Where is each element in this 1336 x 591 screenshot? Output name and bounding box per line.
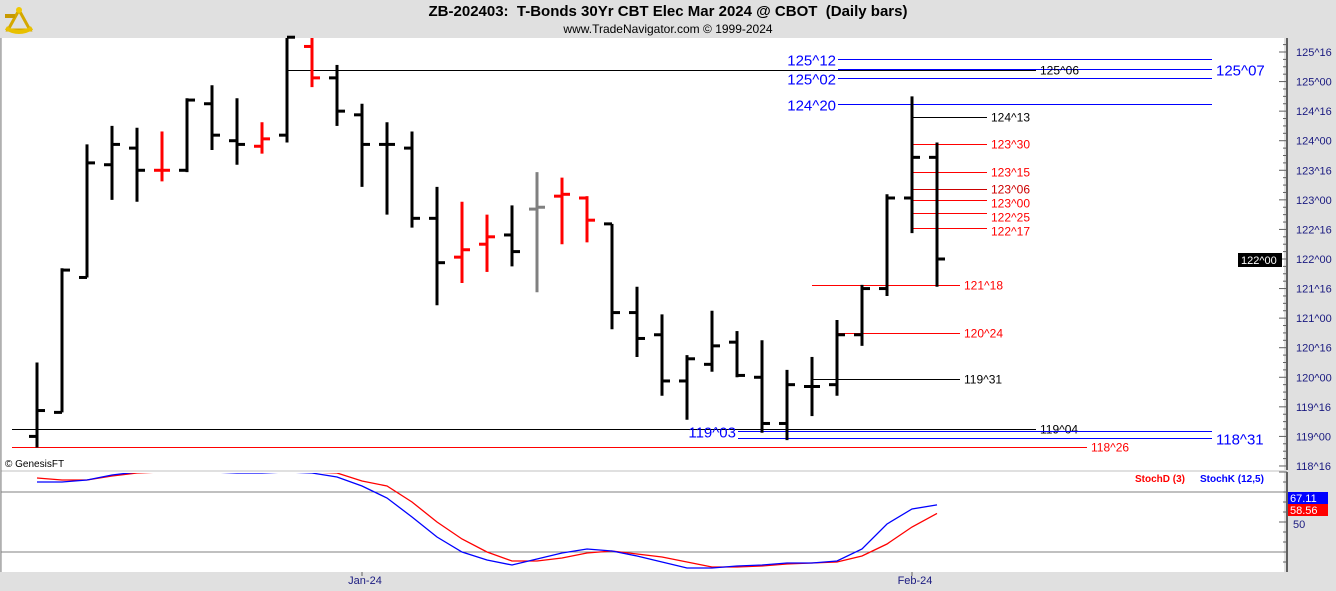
copyright-label: © GenesisFT bbox=[5, 459, 64, 470]
price-tick-label: 121^16 bbox=[1296, 284, 1332, 296]
price-level-label: 119^31 bbox=[964, 373, 1002, 387]
price-tick-label: 124^00 bbox=[1296, 136, 1332, 148]
ohlc-bar bbox=[929, 142, 945, 287]
ohlc-bar bbox=[154, 131, 170, 182]
price-level-label: 125^06 bbox=[1040, 64, 1079, 78]
ohlc-bar bbox=[229, 98, 245, 165]
legend-stoch-d: StochD (3) bbox=[1135, 474, 1185, 485]
price-tick-label: 125^16 bbox=[1296, 47, 1332, 59]
date-tick-label: Jan-24 bbox=[348, 575, 382, 587]
price-tick-label: 119^16 bbox=[1296, 402, 1331, 414]
price-tick-label: 122^16 bbox=[1296, 224, 1332, 236]
ohlc-bar bbox=[104, 125, 120, 200]
ohlc-bar bbox=[904, 96, 920, 234]
ohlc-bar bbox=[829, 319, 845, 396]
stoch-k-badge bbox=[1288, 492, 1328, 504]
ohlc-bar bbox=[354, 103, 370, 187]
stoch-panel bbox=[1, 472, 1284, 572]
price-level-label: 125^02 bbox=[787, 72, 836, 89]
date-tick-label: Feb-24 bbox=[898, 575, 933, 587]
ohlc-bar bbox=[79, 144, 95, 279]
ohlc-bar bbox=[854, 284, 870, 346]
price-level-label: 123^00 bbox=[991, 197, 1030, 211]
ohlc-bar bbox=[779, 369, 795, 441]
price-tick-label: 122^00 bbox=[1296, 254, 1332, 266]
current-price-badge bbox=[1238, 253, 1282, 267]
price-level-label: 118^31 bbox=[1216, 432, 1264, 449]
ohlc-bar bbox=[254, 122, 270, 154]
ohlc-bar bbox=[304, 38, 320, 88]
ohlc-bar bbox=[429, 186, 445, 306]
sextant-icon bbox=[4, 6, 34, 34]
price-level-label: 125^12 bbox=[787, 53, 836, 70]
stoch-k-line bbox=[37, 473, 938, 569]
price-tick-label: 125^00 bbox=[1296, 77, 1332, 89]
price-level-label: 121^18 bbox=[964, 279, 1003, 293]
ohlc-bar bbox=[679, 355, 695, 420]
price-level-label: 118^26 bbox=[1091, 441, 1129, 455]
price-level-label: 125^07 bbox=[1216, 63, 1265, 80]
stoch-d-badge bbox=[1288, 504, 1328, 516]
ohlc-bar bbox=[479, 214, 495, 272]
ohlc-bars bbox=[29, 35, 945, 448]
ohlc-bar bbox=[204, 85, 220, 150]
price-tick-label: 119^00 bbox=[1296, 431, 1331, 443]
legend-stoch-k: StochK (12,5) bbox=[1200, 474, 1264, 485]
date-axis: Jan-24 Feb-24 bbox=[348, 572, 932, 587]
price-level-label: 123^15 bbox=[991, 166, 1030, 180]
stoch-k-value: 67.11 bbox=[1290, 493, 1317, 505]
price-tick-label: 118^16 bbox=[1296, 461, 1331, 473]
price-level-label: 123^06 bbox=[991, 183, 1030, 197]
ohlc-bar bbox=[179, 98, 195, 173]
ohlc-bar bbox=[29, 362, 45, 448]
ohlc-bar bbox=[629, 286, 645, 357]
ohlc-bar bbox=[454, 201, 470, 284]
ohlc-bar bbox=[879, 194, 895, 296]
price-tick-label: 123^16 bbox=[1296, 165, 1332, 177]
price-tick-label: 120^00 bbox=[1296, 372, 1332, 384]
price-tick-label: 121^00 bbox=[1296, 313, 1332, 325]
price-level-label: 119^03 bbox=[688, 425, 736, 442]
chart-subtitle: www.TradeNavigator.com © 1999-2024 bbox=[563, 22, 773, 36]
ohlc-bar bbox=[604, 222, 620, 330]
ohlc-bar bbox=[54, 268, 70, 414]
price-axis: 125^16 125^00 124^16 124^00 123^16 123^00 122^… bbox=[1279, 38, 1332, 473]
ohlc-bar bbox=[279, 35, 295, 143]
stoch-d-value: 58.56 bbox=[1290, 505, 1318, 517]
ohlc-bar bbox=[504, 205, 520, 267]
ohlc-bar bbox=[404, 131, 420, 228]
ohlc-bar bbox=[554, 177, 570, 245]
ohlc-bar bbox=[529, 172, 545, 293]
stoch-d-line bbox=[36, 473, 938, 568]
ohlc-bar bbox=[129, 127, 145, 202]
ohlc-bar bbox=[579, 196, 595, 243]
price-level-label: 124^20 bbox=[787, 98, 836, 115]
ohlc-bar bbox=[804, 356, 820, 417]
price-panel bbox=[1, 38, 1284, 470]
price-level-label: 122^17 bbox=[991, 225, 1030, 239]
price-level-label: 120^24 bbox=[964, 327, 1003, 341]
ohlc-bar bbox=[704, 310, 720, 372]
price-tick-label: 123^00 bbox=[1296, 195, 1332, 207]
price-level-label: 119^04 bbox=[1040, 423, 1078, 437]
price-tick-label: 124^16 bbox=[1296, 106, 1332, 118]
ohlc-bar bbox=[654, 314, 670, 396]
chart-title: ZB-202403: T-Bonds 30Yr CBT Elec Mar 202… bbox=[428, 3, 908, 20]
ohlc-bar bbox=[329, 64, 345, 126]
ohlc-bar bbox=[379, 122, 395, 215]
price-level-label: 122^25 bbox=[991, 211, 1030, 225]
price-level-label: 124^13 bbox=[991, 111, 1030, 125]
price-level-label: 123^30 bbox=[991, 138, 1030, 152]
ohlc-bar bbox=[729, 331, 745, 378]
current-price-label: 122^00 bbox=[1241, 255, 1277, 267]
price-tick-label: 120^16 bbox=[1296, 343, 1332, 355]
ohlc-bar bbox=[754, 340, 770, 433]
stoch-tick-label: 50 bbox=[1293, 519, 1305, 531]
